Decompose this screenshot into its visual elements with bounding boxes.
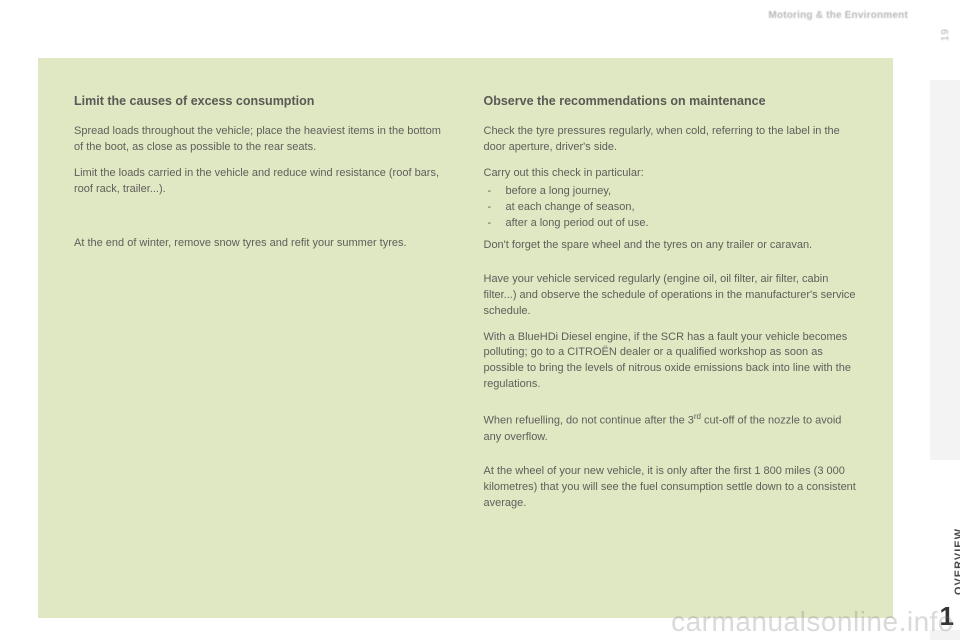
left-column: Limit the causes of excess consumption S… [74, 92, 448, 522]
right-p3: Don't forget the spare wheel and the tyr… [484, 238, 858, 254]
check-list-item: after a long period out of use. [484, 216, 858, 232]
check-list-item: at each change of season, [484, 200, 858, 216]
spacer [484, 403, 858, 411]
content-columns: Limit the causes of excess consumption S… [74, 92, 857, 522]
side-tab-label: OVERVIEW [953, 528, 960, 595]
spacer [484, 264, 858, 272]
right-p1: Check the tyre pressures regularly, when… [484, 124, 858, 156]
right-p6: When refuelling, do not continue after t… [484, 411, 858, 446]
content-panel: Limit the causes of excess consumption S… [38, 58, 893, 618]
right-p7: At the wheel of your new vehicle, it is … [484, 464, 858, 512]
right-heading: Observe the recommendations on maintenan… [484, 92, 858, 110]
spacer [74, 208, 448, 236]
check-list-item: before a long journey, [484, 184, 858, 200]
check-list: before a long journey, at each change of… [484, 184, 858, 232]
right-p5: With a BlueHDi Diesel engine, if the SCR… [484, 330, 858, 394]
right-column: Observe the recommendations on maintenan… [484, 92, 858, 522]
left-p3: At the end of winter, remove snow tyres … [74, 236, 448, 252]
right-p4: Have your vehicle serviced regularly (en… [484, 272, 858, 320]
left-p1: Spread loads throughout the vehicle; pla… [74, 124, 448, 156]
right-p6-ordinal: rd [694, 412, 701, 421]
left-heading: Limit the causes of excess consumption [74, 92, 448, 110]
spacer [484, 456, 858, 464]
right-p6a: When refuelling, do not continue after t… [484, 415, 694, 427]
left-p2: Limit the loads carried in the vehicle a… [74, 166, 448, 198]
page-number: 19 [940, 28, 951, 41]
chapter-number: 1 [940, 601, 954, 632]
right-p2: Carry out this check in particular: [484, 166, 858, 182]
header-section-title: Motoring & the Environment [768, 10, 908, 21]
